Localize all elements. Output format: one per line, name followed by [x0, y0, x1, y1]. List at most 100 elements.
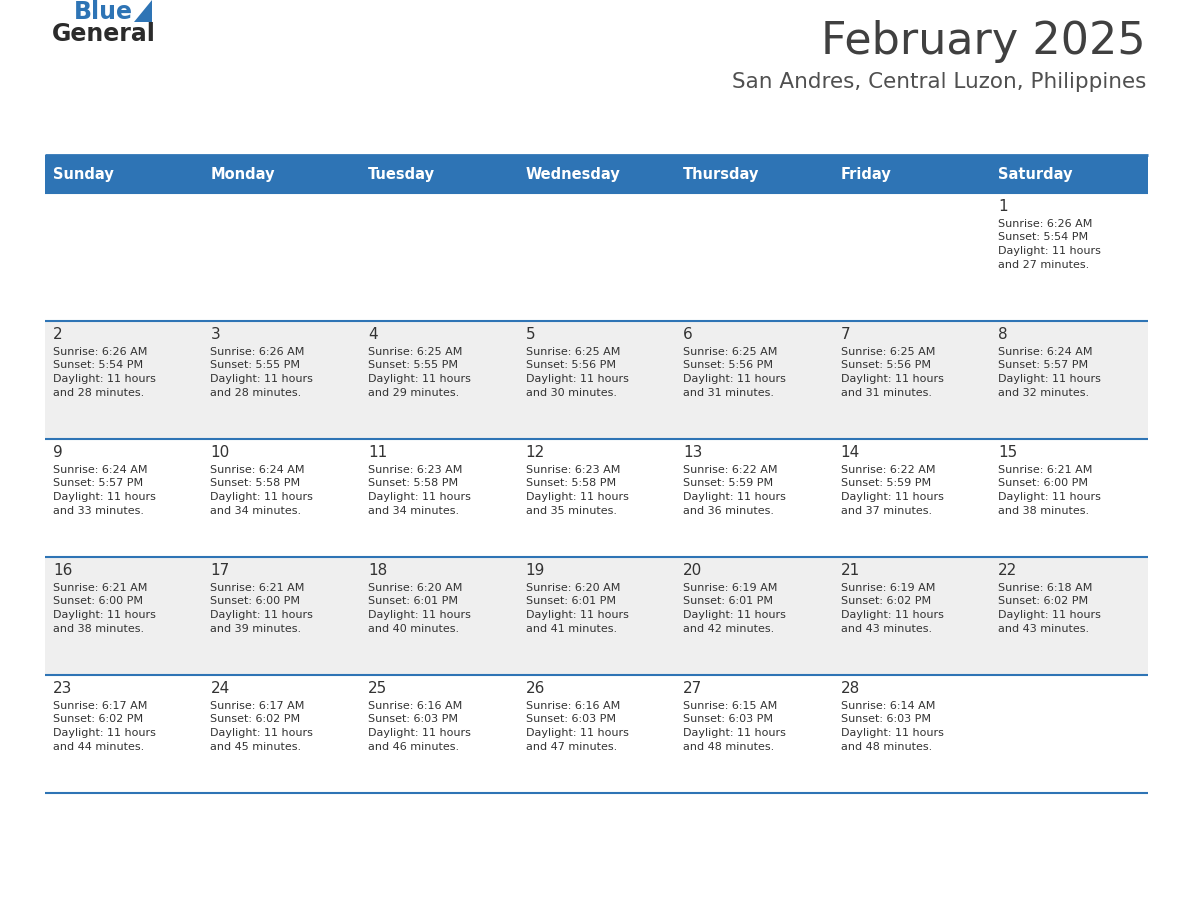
- Text: Sunset: 6:03 PM: Sunset: 6:03 PM: [525, 714, 615, 724]
- Text: 4: 4: [368, 327, 378, 342]
- Text: and 43 minutes.: and 43 minutes.: [841, 623, 931, 633]
- Text: and 34 minutes.: and 34 minutes.: [368, 506, 459, 516]
- Text: Sunrise: 6:19 AM: Sunrise: 6:19 AM: [683, 583, 777, 593]
- Text: 23: 23: [53, 681, 72, 696]
- Text: Sunset: 6:01 PM: Sunset: 6:01 PM: [525, 597, 615, 607]
- Text: Daylight: 11 hours: Daylight: 11 hours: [998, 374, 1101, 384]
- Text: General: General: [52, 22, 156, 46]
- Bar: [45, 557, 1148, 675]
- Bar: [45, 321, 1148, 439]
- Text: 20: 20: [683, 563, 702, 578]
- Text: Daylight: 11 hours: Daylight: 11 hours: [53, 492, 156, 502]
- Bar: [45, 439, 1148, 557]
- Text: 8: 8: [998, 327, 1007, 342]
- Text: Daylight: 11 hours: Daylight: 11 hours: [683, 492, 786, 502]
- Text: 18: 18: [368, 563, 387, 578]
- Text: San Andres, Central Luzon, Philippines: San Andres, Central Luzon, Philippines: [732, 72, 1146, 92]
- Text: Sunrise: 6:18 AM: Sunrise: 6:18 AM: [998, 583, 1093, 593]
- Text: and 30 minutes.: and 30 minutes.: [525, 387, 617, 397]
- Text: 19: 19: [525, 563, 545, 578]
- Text: 26: 26: [525, 681, 545, 696]
- Text: and 31 minutes.: and 31 minutes.: [683, 387, 775, 397]
- Text: and 38 minutes.: and 38 minutes.: [53, 623, 144, 633]
- Text: 10: 10: [210, 445, 229, 460]
- Text: and 38 minutes.: and 38 minutes.: [998, 506, 1089, 516]
- Text: and 36 minutes.: and 36 minutes.: [683, 506, 775, 516]
- Text: Daylight: 11 hours: Daylight: 11 hours: [525, 492, 628, 502]
- Text: Sunrise: 6:16 AM: Sunrise: 6:16 AM: [525, 701, 620, 711]
- Text: 16: 16: [53, 563, 72, 578]
- Text: 24: 24: [210, 681, 229, 696]
- Text: Sunset: 5:56 PM: Sunset: 5:56 PM: [841, 361, 930, 371]
- Text: Sunrise: 6:15 AM: Sunrise: 6:15 AM: [683, 701, 777, 711]
- Text: Sunset: 5:56 PM: Sunset: 5:56 PM: [683, 361, 773, 371]
- Text: 9: 9: [53, 445, 63, 460]
- Text: and 47 minutes.: and 47 minutes.: [525, 742, 617, 752]
- Text: Daylight: 11 hours: Daylight: 11 hours: [210, 728, 314, 738]
- Text: Sunset: 6:00 PM: Sunset: 6:00 PM: [998, 478, 1088, 488]
- Text: 13: 13: [683, 445, 702, 460]
- Text: Sunrise: 6:20 AM: Sunrise: 6:20 AM: [368, 583, 462, 593]
- Text: Sunrise: 6:25 AM: Sunrise: 6:25 AM: [368, 347, 462, 357]
- Text: Daylight: 11 hours: Daylight: 11 hours: [368, 728, 470, 738]
- Text: Sunrise: 6:24 AM: Sunrise: 6:24 AM: [210, 465, 305, 475]
- Text: Daylight: 11 hours: Daylight: 11 hours: [210, 492, 314, 502]
- Text: Sunday: Sunday: [53, 166, 114, 182]
- Text: and 37 minutes.: and 37 minutes.: [841, 506, 931, 516]
- Text: 12: 12: [525, 445, 545, 460]
- Text: 5: 5: [525, 327, 536, 342]
- Text: and 43 minutes.: and 43 minutes.: [998, 623, 1089, 633]
- Text: Sunset: 6:01 PM: Sunset: 6:01 PM: [683, 597, 773, 607]
- Text: and 27 minutes.: and 27 minutes.: [998, 260, 1089, 270]
- Text: Sunset: 6:03 PM: Sunset: 6:03 PM: [368, 714, 459, 724]
- Text: and 39 minutes.: and 39 minutes.: [210, 623, 302, 633]
- Text: Friday: Friday: [841, 166, 891, 182]
- Text: and 35 minutes.: and 35 minutes.: [525, 506, 617, 516]
- Text: 28: 28: [841, 681, 860, 696]
- Text: and 40 minutes.: and 40 minutes.: [368, 623, 459, 633]
- Text: Sunset: 5:58 PM: Sunset: 5:58 PM: [525, 478, 615, 488]
- Bar: [45, 675, 1148, 793]
- Text: Sunrise: 6:25 AM: Sunrise: 6:25 AM: [683, 347, 777, 357]
- Text: Sunrise: 6:21 AM: Sunrise: 6:21 AM: [53, 583, 147, 593]
- Text: Daylight: 11 hours: Daylight: 11 hours: [841, 374, 943, 384]
- Text: Sunset: 6:02 PM: Sunset: 6:02 PM: [998, 597, 1088, 607]
- Text: Sunrise: 6:24 AM: Sunrise: 6:24 AM: [998, 347, 1093, 357]
- Text: Sunrise: 6:22 AM: Sunrise: 6:22 AM: [683, 465, 778, 475]
- Text: Daylight: 11 hours: Daylight: 11 hours: [998, 492, 1101, 502]
- Bar: [45, 155, 1148, 193]
- Text: and 28 minutes.: and 28 minutes.: [210, 387, 302, 397]
- Text: Daylight: 11 hours: Daylight: 11 hours: [525, 728, 628, 738]
- Text: Sunrise: 6:21 AM: Sunrise: 6:21 AM: [210, 583, 305, 593]
- Text: Sunrise: 6:19 AM: Sunrise: 6:19 AM: [841, 583, 935, 593]
- Text: Sunset: 5:54 PM: Sunset: 5:54 PM: [998, 232, 1088, 242]
- Text: 2: 2: [53, 327, 63, 342]
- Text: Daylight: 11 hours: Daylight: 11 hours: [841, 728, 943, 738]
- Text: Sunrise: 6:24 AM: Sunrise: 6:24 AM: [53, 465, 147, 475]
- Text: Daylight: 11 hours: Daylight: 11 hours: [368, 374, 470, 384]
- Text: Sunrise: 6:26 AM: Sunrise: 6:26 AM: [998, 219, 1093, 229]
- Text: Sunrise: 6:23 AM: Sunrise: 6:23 AM: [525, 465, 620, 475]
- Text: Daylight: 11 hours: Daylight: 11 hours: [683, 374, 786, 384]
- Text: Sunrise: 6:21 AM: Sunrise: 6:21 AM: [998, 465, 1093, 475]
- Text: and 46 minutes.: and 46 minutes.: [368, 742, 459, 752]
- Text: and 33 minutes.: and 33 minutes.: [53, 506, 144, 516]
- Text: Wednesday: Wednesday: [525, 166, 620, 182]
- Text: Daylight: 11 hours: Daylight: 11 hours: [525, 374, 628, 384]
- Text: February 2025: February 2025: [821, 20, 1146, 63]
- Text: Daylight: 11 hours: Daylight: 11 hours: [53, 610, 156, 620]
- Text: Sunrise: 6:26 AM: Sunrise: 6:26 AM: [210, 347, 305, 357]
- Text: Saturday: Saturday: [998, 166, 1073, 182]
- Text: and 28 minutes.: and 28 minutes.: [53, 387, 144, 397]
- Text: 22: 22: [998, 563, 1018, 578]
- Text: and 42 minutes.: and 42 minutes.: [683, 623, 775, 633]
- Text: Thursday: Thursday: [683, 166, 759, 182]
- Text: 6: 6: [683, 327, 693, 342]
- Text: and 48 minutes.: and 48 minutes.: [841, 742, 931, 752]
- Bar: [45, 193, 1148, 321]
- Text: and 45 minutes.: and 45 minutes.: [210, 742, 302, 752]
- Text: Sunset: 5:55 PM: Sunset: 5:55 PM: [210, 361, 301, 371]
- Text: Sunset: 5:57 PM: Sunset: 5:57 PM: [53, 478, 143, 488]
- Text: and 32 minutes.: and 32 minutes.: [998, 387, 1089, 397]
- Text: 27: 27: [683, 681, 702, 696]
